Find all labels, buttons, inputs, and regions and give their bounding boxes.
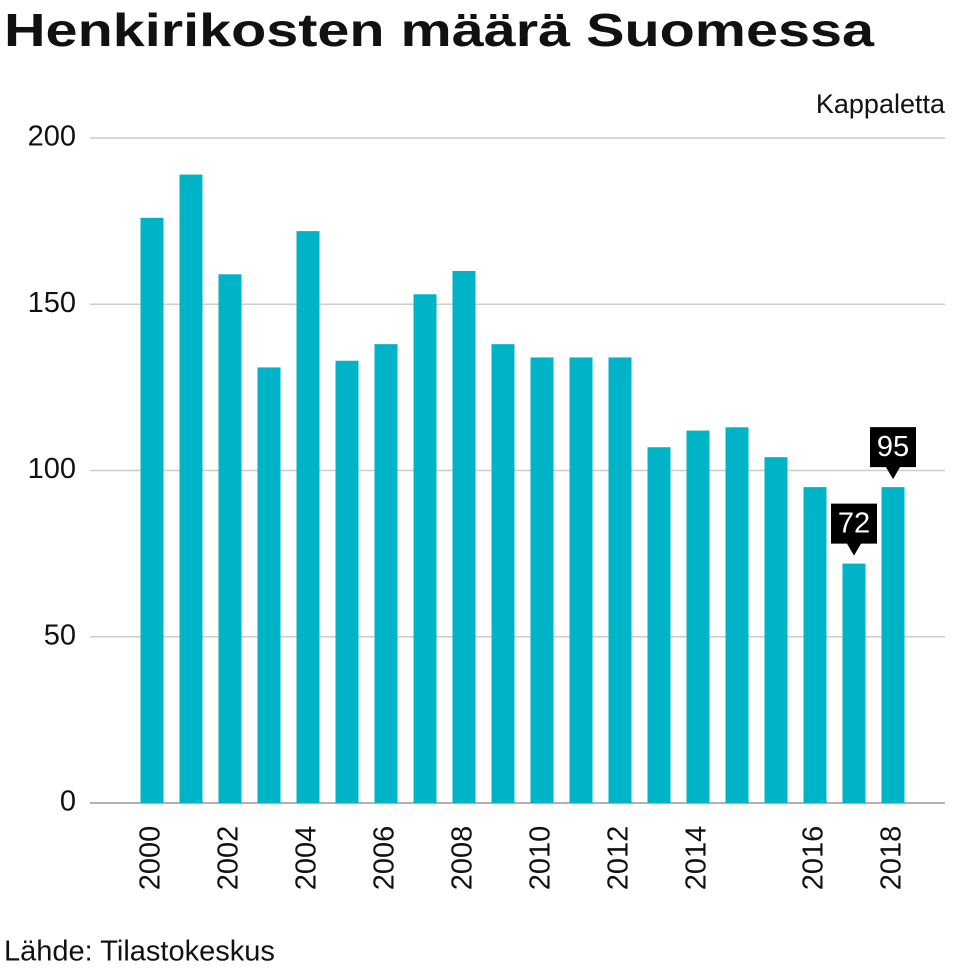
bar [335,360,359,803]
bar [881,487,905,803]
bar [647,447,671,803]
callout [831,503,877,556]
bar [374,344,398,803]
bar [842,563,866,803]
value-label: 72 [838,507,870,539]
callout [870,427,916,480]
bar [413,294,437,803]
bar [452,271,476,803]
x-tick-label: 2014 [681,826,713,891]
bar [296,231,320,804]
x-tick-label: 2004 [291,826,323,891]
y-tick-label: 150 [28,287,76,319]
bar [803,487,827,803]
x-tick-label: 2000 [135,826,167,891]
source: Lähde: Tilastokeskus [4,936,275,968]
bar [491,344,515,803]
y-tick-label: 0 [60,786,76,818]
y-tick-label: 200 [28,121,76,153]
bar [569,357,593,803]
bar [140,217,164,804]
chart-title: Henkirikosten määrä Suomessa [4,4,875,56]
bar [530,357,554,803]
x-tick-label: 2012 [603,826,635,891]
x-tick-label: 2018 [876,826,908,891]
bar [686,430,710,803]
bar [608,357,632,803]
x-tick-label: 2008 [447,826,479,891]
bar [725,427,749,803]
y-tick-label: 50 [44,619,76,651]
bar [764,457,788,803]
x-tick-label: 2002 [213,826,245,891]
bar [179,174,203,803]
x-tick-label: 2016 [798,826,830,891]
bar [257,367,281,803]
value-label: 95 [877,431,909,463]
x-tick-label: 2006 [369,826,401,891]
y-tick-label: 100 [28,453,76,485]
bar [218,274,242,803]
unit-label: Kappaletta [816,89,946,119]
x-tick-label: 2010 [525,826,557,891]
